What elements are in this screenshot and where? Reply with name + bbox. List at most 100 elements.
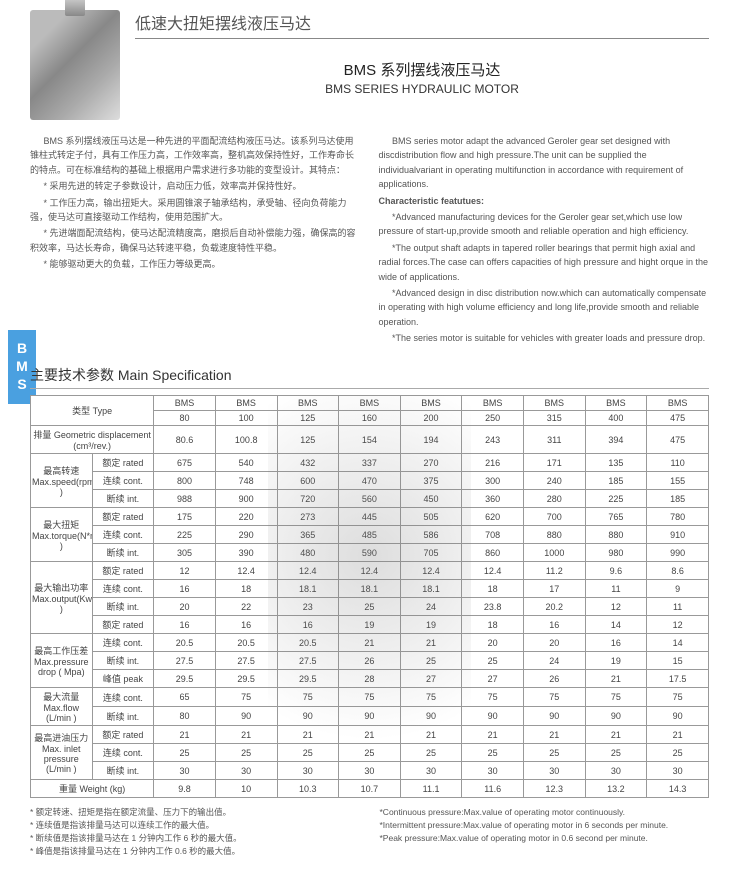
desc-en-line: *Advanced manufacturing devices for the …: [379, 210, 710, 239]
model-cell: 315: [524, 411, 586, 426]
data-cell: 720: [277, 490, 339, 508]
page: 低速大扭矩摆线液压马达 BMS 系列摆线液压马达 BMS SERIES HYDR…: [0, 0, 739, 877]
data-cell: 80: [154, 707, 216, 726]
data-cell: 30: [585, 762, 647, 780]
group-label: 最大扭矩 Max.torque(N*m ): [31, 508, 93, 562]
data-cell: 560: [339, 490, 401, 508]
data-cell: 273: [277, 508, 339, 526]
notes-en: *Continuous pressure:Max.value of operat…: [380, 806, 710, 857]
desc-en-head: Characteristic featutues:: [379, 194, 710, 208]
data-cell: 337: [339, 454, 401, 472]
data-cell: 470: [339, 472, 401, 490]
data-cell: 23.8: [462, 598, 524, 616]
desc-cn-line: BMS 系列摆线液压马达是一种先进的平面配流结构液压马达。该系列马达使用锥柱式转…: [30, 134, 361, 177]
data-cell: 12.4: [462, 562, 524, 580]
data-cell: 21: [400, 634, 462, 652]
data-cell: 12.4: [215, 562, 277, 580]
data-cell: 29.5: [215, 670, 277, 688]
data-cell: 194: [400, 426, 462, 454]
data-cell: 75: [647, 688, 709, 707]
data-cell: 75: [215, 688, 277, 707]
data-cell: 16: [524, 616, 586, 634]
data-cell: 225: [154, 526, 216, 544]
data-cell: 25: [400, 744, 462, 762]
row-type: 额定 rated: [92, 616, 154, 634]
data-cell: 12.4: [277, 562, 339, 580]
desc-cn-line: * 工作压力高，输出扭矩大。采用圆锥滚子轴承结构，承受轴、径向负荷能力强，使马达…: [30, 196, 361, 225]
data-cell: 17: [524, 580, 586, 598]
data-cell: 980: [585, 544, 647, 562]
data-cell: 708: [462, 526, 524, 544]
top-section: 低速大扭矩摆线液压马达 BMS 系列摆线液压马达 BMS SERIES HYDR…: [30, 10, 709, 120]
data-cell: 9.6: [585, 562, 647, 580]
series-cell: BMS: [339, 396, 401, 411]
series-cell: BMS: [524, 396, 586, 411]
data-cell: 705: [400, 544, 462, 562]
data-cell: 21: [462, 726, 524, 744]
data-cell: 432: [277, 454, 339, 472]
row-type: 连续 cont.: [92, 744, 154, 762]
data-cell: 10: [215, 780, 277, 798]
data-cell: 450: [400, 490, 462, 508]
data-cell: 75: [524, 688, 586, 707]
model-cell: 160: [339, 411, 401, 426]
data-cell: 1000: [524, 544, 586, 562]
model-cell: 475: [647, 411, 709, 426]
data-cell: 21: [524, 726, 586, 744]
data-cell: 10.3: [277, 780, 339, 798]
row-type: 断续 int.: [92, 490, 154, 508]
data-cell: 12.4: [400, 562, 462, 580]
data-cell: 243: [462, 426, 524, 454]
data-cell: 540: [215, 454, 277, 472]
data-cell: 16: [215, 616, 277, 634]
data-cell: 586: [400, 526, 462, 544]
model-cell: 250: [462, 411, 524, 426]
desc-en-line: BMS series motor adapt the advanced Gero…: [379, 134, 710, 192]
data-cell: 21: [339, 634, 401, 652]
row-type: 额定 rated: [92, 562, 154, 580]
row-type: 断续 int.: [92, 652, 154, 670]
data-cell: 25: [277, 744, 339, 762]
data-cell: 75: [277, 688, 339, 707]
data-cell: 90: [647, 707, 709, 726]
data-cell: 29.5: [277, 670, 339, 688]
data-cell: 780: [647, 508, 709, 526]
model-cell: 100: [215, 411, 277, 426]
data-cell: 65: [154, 688, 216, 707]
data-cell: 27: [462, 670, 524, 688]
row-type: 连续 cont.: [92, 634, 154, 652]
data-cell: 30: [462, 762, 524, 780]
data-cell: 30: [524, 762, 586, 780]
data-cell: 240: [524, 472, 586, 490]
data-cell: 171: [524, 454, 586, 472]
data-cell: 25: [585, 744, 647, 762]
data-cell: 25: [524, 744, 586, 762]
data-cell: 216: [462, 454, 524, 472]
data-cell: 29.5: [154, 670, 216, 688]
data-cell: 30: [400, 762, 462, 780]
data-cell: 80.6: [154, 426, 216, 454]
data-cell: 90: [339, 707, 401, 726]
group-label: 最高转速 Max.speed(rpm ): [31, 454, 93, 508]
data-cell: 305: [154, 544, 216, 562]
data-cell: 25: [647, 744, 709, 762]
data-cell: 9.8: [154, 780, 216, 798]
data-cell: 18.1: [400, 580, 462, 598]
motor-image: [30, 10, 120, 120]
data-cell: 17.5: [647, 670, 709, 688]
data-cell: 18: [462, 580, 524, 598]
notes: * 额定转速、扭矩是指在额定流量、压力下的输出值。* 连续值是指该排量马达可以连…: [30, 806, 709, 857]
data-cell: 155: [647, 472, 709, 490]
data-cell: 11.6: [462, 780, 524, 798]
series-cell: BMS: [462, 396, 524, 411]
data-cell: 25: [154, 744, 216, 762]
data-cell: 20: [154, 598, 216, 616]
series-cell: BMS: [154, 396, 216, 411]
data-cell: 18: [462, 616, 524, 634]
displacement-label: 排量 Geometric displacement (cm³/rev.): [31, 426, 154, 454]
data-cell: 600: [277, 472, 339, 490]
spec-title: 主要技术参数 Main Specification: [30, 365, 709, 389]
data-cell: 19: [339, 616, 401, 634]
data-cell: 19: [400, 616, 462, 634]
data-cell: 988: [154, 490, 216, 508]
